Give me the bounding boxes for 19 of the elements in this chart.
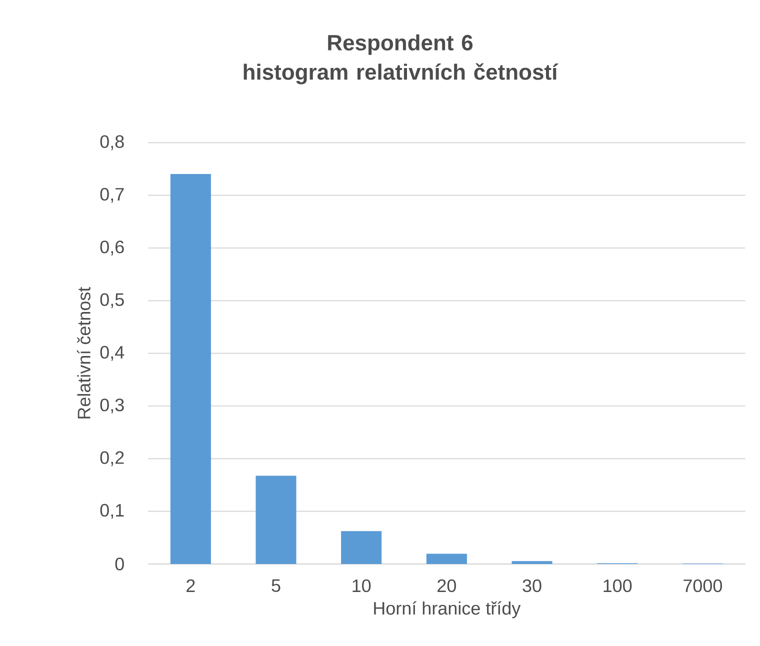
y-tick-label: 0,6 — [100, 240, 124, 256]
y-axis-title: Relativní četnost — [77, 286, 90, 418]
x-axis-title: Horní hranice třídy — [374, 601, 521, 618]
y-tick-label: 0,2 — [100, 451, 124, 466]
y-tick-label: 0,4 — [100, 346, 124, 361]
x-tick-label: 100 — [604, 579, 632, 592]
x-tick-label: 20 — [438, 579, 456, 592]
y-tick-label: 0,5 — [100, 293, 124, 308]
y-tick-label: 0,8 — [100, 135, 124, 150]
y-tick-label: 0,1 — [100, 504, 124, 519]
y-tick-label: 0,3 — [100, 398, 124, 414]
chart-title: Respondent 6 histogram relativních četností — [244, 34, 558, 84]
y-tick-label: 0 — [115, 558, 124, 570]
x-tick-label: 7000 — [684, 579, 722, 592]
x-tick-label: 10 — [352, 579, 371, 592]
x-tick-label: 2 — [186, 579, 195, 592]
x-tick-label: 30 — [522, 579, 542, 592]
y-tick-label: 0,7 — [100, 188, 124, 203]
x-tick-label: 5 — [272, 579, 280, 592]
